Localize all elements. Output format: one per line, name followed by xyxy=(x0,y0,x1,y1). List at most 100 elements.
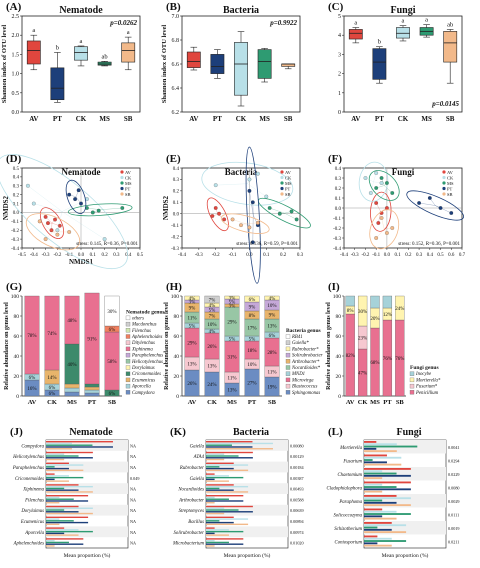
y-axis-label: Relative abundance on genus level xyxy=(326,302,332,390)
proportion-bar xyxy=(364,477,383,480)
legend-swatch xyxy=(285,334,291,339)
legend-label: SB xyxy=(125,192,131,197)
y-tick-label: 0.3 xyxy=(13,185,20,190)
panel-title: Fungi xyxy=(390,5,415,16)
proportion-bar xyxy=(46,441,113,443)
x-tick-label: AV xyxy=(346,399,355,406)
proportion-bar xyxy=(206,523,249,526)
x-tick-label: MS xyxy=(67,399,77,406)
p-value-label: 0.0019 xyxy=(448,526,460,531)
proportion-bar xyxy=(46,446,113,448)
y-tick-label: 100 xyxy=(333,294,342,300)
x-tick-label: 0.1 xyxy=(263,253,270,258)
bar-data-label: 68% xyxy=(370,361,379,366)
spider-line xyxy=(284,213,297,220)
point-CK xyxy=(363,176,368,180)
proportion-bar xyxy=(364,459,373,461)
x-tick-label: CK xyxy=(358,399,368,406)
row-band xyxy=(206,526,288,538)
legend-swatch xyxy=(285,359,291,364)
point-CK xyxy=(55,228,60,233)
legend-marker xyxy=(280,181,284,185)
bar-data-label: 10% xyxy=(247,363,256,368)
y-tick-label: 0 xyxy=(176,394,179,400)
panel-B: (B) Bacteria 6.2 6.4 6.6 6.8 7.0 Shannon index … xyxy=(161,1,301,123)
legend-marker xyxy=(442,175,446,180)
legend-label: AV xyxy=(285,170,292,175)
x-tick-label: 0.1 xyxy=(395,253,402,258)
proportion-bar xyxy=(206,538,244,540)
significance-letter: a xyxy=(354,20,357,27)
bar-data-label: 18% xyxy=(247,349,256,354)
bar-data-label: 4% xyxy=(189,297,196,302)
panel-K: (K) Bacteria Gaiella 0.00080 ATA4 0.00129 Rubr… xyxy=(170,426,305,559)
y-tick-label: 40 xyxy=(14,354,20,360)
bar-data-label: 17% xyxy=(247,327,256,332)
proportion-bar xyxy=(364,468,411,470)
proportion-bar xyxy=(364,447,377,450)
proportion-bar xyxy=(46,442,72,445)
bar-data-label: 4% xyxy=(269,297,276,302)
bar-data-label: 19% xyxy=(267,386,276,391)
bar-data-label: 6% xyxy=(109,328,116,333)
bar-data-label: 11% xyxy=(188,317,197,322)
plot-frame xyxy=(343,15,463,113)
x-tick-label: PT xyxy=(53,115,62,123)
proportion-bar xyxy=(206,527,215,529)
legend-title: Bacteria genus xyxy=(286,328,321,334)
genus-label: Streptomyces xyxy=(179,509,205,514)
proportion-bar xyxy=(206,541,229,544)
proportion-bar xyxy=(206,500,244,502)
legend-title: Nematode genus xyxy=(126,309,165,315)
proportion-bar xyxy=(206,444,232,446)
y-tick-label: 2 xyxy=(338,72,341,78)
proportion-bar xyxy=(206,534,229,536)
bar-segment xyxy=(84,386,100,391)
point-MS xyxy=(294,217,299,222)
x-axis-label: NMDS1 xyxy=(69,258,94,266)
panel-label: (H) xyxy=(166,281,182,293)
x-tick-label: 0.0 xyxy=(246,253,253,258)
bar-data-label: 74% xyxy=(47,332,56,337)
legend-label: Filenchus xyxy=(131,329,151,334)
proportion-bar xyxy=(206,495,244,497)
legend-swatch xyxy=(409,383,415,389)
x-tick-label: CK xyxy=(207,399,217,406)
proportion-bar xyxy=(46,507,93,509)
panel-label: (L) xyxy=(328,426,343,438)
legend-label: Sphingomonas xyxy=(292,391,320,396)
y-tick-label: 100 xyxy=(171,294,180,300)
ellipse-MS xyxy=(67,203,133,217)
y-axis-label: NMDS2 xyxy=(2,195,10,220)
spider-line xyxy=(381,217,385,230)
proportion-bar xyxy=(46,464,84,466)
proportion-bar xyxy=(46,476,84,479)
y-tick-label: 1.0 xyxy=(12,72,20,78)
spider-line xyxy=(378,211,381,224)
panel-label: (G) xyxy=(6,281,22,293)
legend-marker xyxy=(442,186,446,191)
x-tick-label: -0.4 xyxy=(340,253,348,258)
bar-data-label: 78% xyxy=(27,334,36,339)
genus-label: Microbacterium xyxy=(172,542,205,547)
legend-label: MS xyxy=(285,181,292,186)
y-tick-label: 0.3 xyxy=(173,178,180,183)
legend-label: Xiphinema xyxy=(131,347,153,352)
proportion-bar xyxy=(46,523,60,526)
panel-label: (C) xyxy=(328,1,344,13)
y-tick-label: 80 xyxy=(174,314,180,320)
x-tick-label: 0.3 xyxy=(416,253,423,258)
legend-swatch xyxy=(125,390,131,395)
proportion-bar xyxy=(206,520,220,522)
legend-swatch xyxy=(285,365,291,370)
proportion-bar xyxy=(46,473,55,475)
proportion-bar xyxy=(206,487,220,490)
point-AV xyxy=(385,206,389,210)
row-band xyxy=(206,504,288,516)
x-tick-label: SB xyxy=(396,399,405,406)
spider-line xyxy=(215,183,248,186)
proportion-bar xyxy=(364,542,378,545)
proportion-bar xyxy=(46,532,65,535)
y-tick-label: 0.4 xyxy=(13,176,20,181)
proportion-bar xyxy=(206,509,239,511)
